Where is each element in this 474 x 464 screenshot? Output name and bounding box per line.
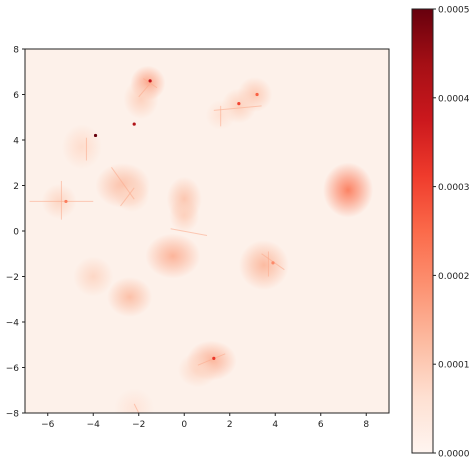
heat-hotspot [132,122,136,126]
colorbar-tick-label: 0.0005 [438,6,470,16]
x-tick-label: 0 [181,420,187,430]
heat-blob [238,240,289,291]
colorbar-tick-label: 0.0003 [438,183,470,193]
heat-blob [61,124,102,170]
heat-streak [170,228,208,237]
y-tick-label: 4 [13,137,19,147]
heat-blob [107,276,153,317]
heat-streak [133,403,140,413]
heat-blob [114,388,155,413]
heat-streak [120,187,135,207]
x-tick-label: 6 [318,420,324,430]
colorbar: 0.0000 0.0001 0.0002 0.0003 0.0004 0.0005 [411,6,470,460]
heat-blob [145,233,201,279]
y-tick-label: −8 [6,410,20,420]
colorbar-tick-label: 0.0000 [438,450,470,460]
colorbar-tick-label: 0.0002 [438,272,470,282]
y-tick-label: 2 [13,182,19,192]
heat-blob [323,162,374,218]
colorbar-gradient [411,8,434,454]
x-axis: −6 −4 −2 0 2 4 6 8 [41,413,369,430]
x-tick-label: 4 [272,420,278,430]
y-tick-label: 0 [13,228,19,238]
colorbar-tick-label: 0.0004 [438,94,470,104]
heat-streak [138,80,153,98]
x-tick-label: −6 [41,420,55,430]
x-tick-label: 2 [227,420,233,430]
heat-blob [73,256,114,297]
heat-streak [111,167,135,200]
y-tick-label: 6 [13,91,19,101]
colorbar-ticks: 0.0000 0.0001 0.0002 0.0003 0.0004 0.0005 [433,6,470,460]
x-tick-label: 8 [363,420,369,430]
heat-blob [177,352,218,388]
heat-hotspot [93,133,98,138]
y-axis: −8 −6 −4 −2 0 2 4 6 8 [6,46,25,420]
colorbar-tick-label: 0.0001 [438,361,470,371]
heat-blob [169,197,200,233]
heat-streak [197,353,226,366]
x-tick-label: −2 [132,420,145,430]
y-tick-label: −4 [6,319,20,329]
heat-hotspot [148,79,152,83]
heat-blob [123,79,159,120]
x-tick-label: −4 [87,420,101,430]
heat-hotspot [237,102,241,106]
heat-hotspot [271,261,275,265]
heatmap-layer [29,65,374,413]
heat-hotspot [212,356,216,360]
heat-streak [213,105,262,111]
heat-hotspot [255,92,259,97]
heat-hotspot [64,199,68,204]
y-tick-label: 8 [13,46,19,56]
y-tick-label: −2 [6,273,19,283]
heat-blob [114,177,150,213]
y-tick-label: −6 [6,364,20,374]
plot-area [24,48,390,414]
